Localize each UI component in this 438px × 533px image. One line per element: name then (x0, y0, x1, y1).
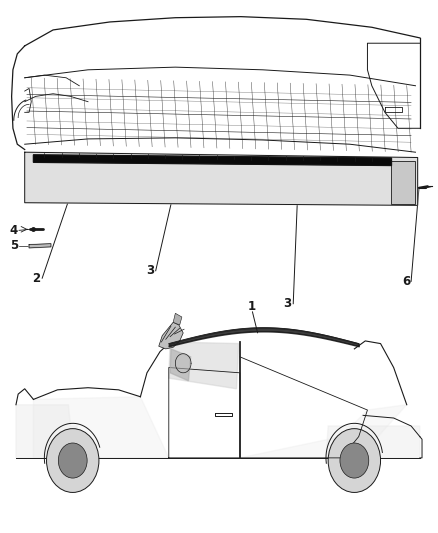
Text: 3: 3 (283, 297, 292, 310)
Circle shape (328, 429, 381, 492)
Polygon shape (159, 322, 183, 349)
Text: 2: 2 (32, 272, 41, 285)
Polygon shape (169, 342, 239, 389)
Polygon shape (33, 397, 407, 458)
Text: 4: 4 (10, 224, 18, 237)
Polygon shape (173, 313, 182, 325)
Text: 1: 1 (247, 301, 256, 313)
Polygon shape (239, 341, 240, 458)
Polygon shape (33, 155, 392, 165)
Polygon shape (25, 152, 418, 205)
Circle shape (46, 429, 99, 492)
Text: 5: 5 (10, 239, 18, 252)
Circle shape (58, 443, 87, 478)
Text: 6: 6 (403, 275, 411, 288)
Text: 3: 3 (146, 264, 154, 277)
Polygon shape (29, 244, 51, 248)
Polygon shape (170, 349, 191, 381)
Polygon shape (16, 405, 420, 458)
FancyBboxPatch shape (392, 161, 416, 204)
Circle shape (340, 443, 369, 478)
